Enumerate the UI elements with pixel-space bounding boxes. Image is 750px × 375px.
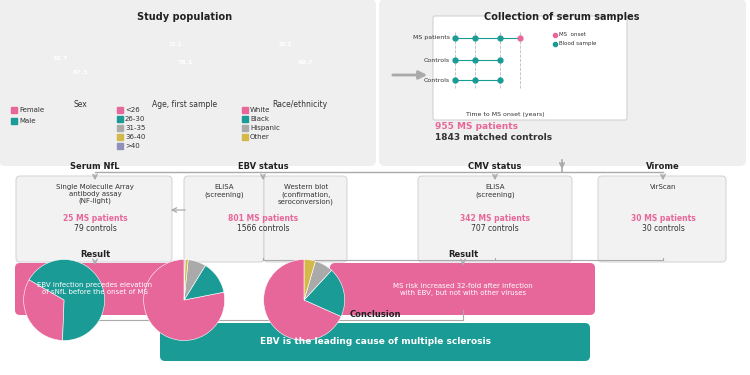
Text: 79 controls: 79 controls [74,224,116,233]
Text: EBV infection precedes elevation
of sNfL before the onset of MS: EBV infection precedes elevation of sNfL… [38,282,152,296]
Text: Result: Result [80,250,110,259]
Text: EBV is the leading cause of multiple sclerosis: EBV is the leading cause of multiple scl… [260,338,490,346]
Text: 30 controls: 30 controls [641,224,685,233]
Text: >40: >40 [125,143,140,149]
Text: 1843 matched controls: 1843 matched controls [435,133,552,142]
FancyBboxPatch shape [433,16,627,120]
Text: Age, first sample: Age, first sample [152,100,217,109]
FancyBboxPatch shape [379,0,746,166]
Text: 707 controls: 707 controls [471,224,519,233]
Text: 69.7: 69.7 [297,60,313,64]
Text: Time to MS onset (years): Time to MS onset (years) [466,112,544,117]
Text: 1566 controls: 1566 controls [237,224,290,233]
Text: 25 MS patients: 25 MS patients [63,214,128,223]
Text: CMV status: CMV status [468,162,522,171]
Text: Controls: Controls [424,57,450,63]
Text: Collection of serum samples: Collection of serum samples [484,12,640,22]
Text: <26: <26 [125,107,140,113]
Text: VirScan: VirScan [650,184,676,190]
FancyBboxPatch shape [418,176,572,262]
Text: Hispanic: Hispanic [250,125,280,131]
Text: Result: Result [448,250,478,259]
Text: 801 MS patients: 801 MS patients [228,214,298,223]
Text: 955 MS patients: 955 MS patients [435,122,518,131]
Text: Blood sample: Blood sample [559,42,596,46]
Text: Black: Black [250,116,269,122]
Text: 26-30: 26-30 [125,116,146,122]
FancyBboxPatch shape [264,176,347,262]
Text: Western blot
(confirmation,
seroconversion): Western blot (confirmation, seroconversi… [278,184,334,205]
Text: Male: Male [19,118,35,124]
FancyBboxPatch shape [15,263,175,315]
Text: MS  onset: MS onset [559,33,586,38]
Text: Single Moleculle Array
antibody assay
(NF-light): Single Moleculle Array antibody assay (N… [56,184,134,204]
Text: Virome: Virome [646,162,680,171]
Text: EBV status: EBV status [238,162,288,171]
Text: ELISA
(screening): ELISA (screening) [204,184,244,198]
Text: 342 MS patients: 342 MS patients [460,214,530,223]
Text: 13.1: 13.1 [168,42,182,46]
Text: Race/ethnicity: Race/ethnicity [272,100,328,109]
Text: MS risk increased 32-fold after infection
with EBV, but not with other viruses: MS risk increased 32-fold after infectio… [393,282,532,296]
Text: 36-40: 36-40 [125,134,146,140]
Text: Controls: Controls [424,78,450,82]
FancyBboxPatch shape [16,176,172,262]
Text: 78.1: 78.1 [177,60,193,64]
Text: Sex: Sex [74,100,87,109]
Text: 20.2: 20.2 [278,42,292,46]
Text: ELISA
(screening): ELISA (screening) [476,184,514,198]
FancyBboxPatch shape [598,176,726,262]
FancyBboxPatch shape [0,0,376,166]
Text: Other: Other [250,134,270,140]
Text: 32.7: 32.7 [53,56,68,60]
Text: 31-35: 31-35 [125,125,146,131]
Text: 67.3: 67.3 [72,69,88,75]
Text: Serum NfL: Serum NfL [70,162,120,171]
Text: Conclusion: Conclusion [350,310,400,319]
Text: Study population: Study population [137,12,232,22]
Text: 30 MS patients: 30 MS patients [631,214,695,223]
Text: White: White [250,107,270,113]
FancyBboxPatch shape [330,263,595,315]
FancyBboxPatch shape [160,323,590,361]
Text: MS patients: MS patients [413,36,450,40]
FancyBboxPatch shape [184,176,264,262]
Text: Female: Female [19,107,44,113]
